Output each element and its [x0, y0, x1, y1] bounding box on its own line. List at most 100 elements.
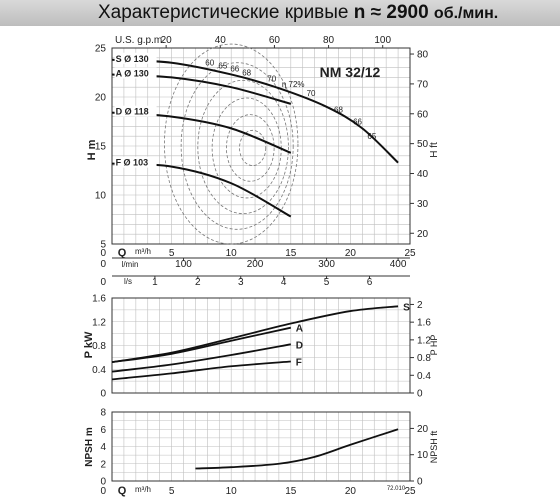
npsh-y2-tick: 20 — [417, 424, 429, 435]
power-curve-label: F — [296, 358, 302, 369]
efficiency-label: 65 — [218, 62, 227, 71]
curve-label-bg — [114, 52, 157, 64]
head-curve-label: A Ø 130 — [116, 68, 149, 78]
power-y-tick: 1.2 — [92, 317, 106, 328]
efficiency-label: 70 — [267, 74, 276, 83]
q-axis-tick: 10 — [226, 248, 238, 259]
head-y-tick: 15 — [95, 142, 107, 153]
npsh-y-tick: 0 — [100, 477, 106, 488]
head-y-tick: 20 — [95, 93, 107, 104]
gpm-tick: 80 — [323, 35, 335, 46]
gpm-tick: 40 — [215, 35, 227, 46]
curve-label-bg — [114, 105, 157, 117]
head-y2-tick: 20 — [417, 229, 429, 240]
power-curve-label: S — [403, 302, 410, 313]
npsh-q-label: Q — [118, 485, 127, 497]
head-y-label: H m — [86, 139, 98, 160]
title-bar: Характеристические кривые n ≈ 2900 об./м… — [0, 0, 560, 26]
gpm-axis-label: U.S. g.p.m. — [115, 35, 165, 46]
head-y-tick: 10 — [95, 191, 107, 202]
npsh-y-tick: 6 — [100, 425, 106, 436]
power-y-label: P kW — [83, 331, 95, 358]
power-y-tick: 0.4 — [92, 365, 106, 376]
head-y2-tick: 40 — [417, 169, 429, 180]
npsh-q-tick: 5 — [169, 486, 175, 497]
efficiency-label: 70 — [307, 89, 316, 98]
npsh-y2-tick: 0 — [417, 477, 423, 488]
npsh-y-label: NPSH m — [84, 427, 95, 467]
power-curve-label: D — [296, 340, 303, 351]
power-curve — [111, 343, 291, 373]
head-curve — [111, 58, 399, 164]
head-y2-tick: 30 — [417, 199, 429, 210]
ls-tick: 4 — [281, 277, 287, 288]
model-label: NM 32/12 — [320, 64, 381, 80]
efficiency-iso-line — [164, 43, 299, 245]
efficiency-label: 66 — [230, 65, 239, 74]
curve-label-bg — [114, 156, 157, 168]
q-axis-tick: 0 — [100, 248, 106, 259]
npsh-y2-label: NPSH ft — [429, 430, 439, 463]
npsh-q-unit: m³/h — [135, 485, 151, 494]
power-curve-label: A — [296, 324, 303, 335]
power-y2-tick: 1.2 — [417, 335, 431, 346]
power-y2-tick: 0.8 — [417, 353, 431, 364]
chart-title: Характеристические кривые n ≈ 2900 об./м… — [98, 2, 498, 24]
lmin-tick: 300 — [318, 259, 335, 270]
power-y2-tick: 0.4 — [417, 371, 431, 382]
head-curve — [111, 111, 292, 154]
title-speed-unit: об./мин. — [433, 5, 499, 22]
q-axis-tick: 5 — [169, 248, 175, 259]
efficiency-iso-line — [180, 62, 294, 230]
ls-tick: 3 — [238, 277, 244, 288]
npsh-y2-tick: 10 — [417, 450, 429, 461]
npsh-y-tick: 4 — [100, 442, 106, 453]
gpm-tick: 60 — [269, 35, 281, 46]
curve-label-bg — [114, 67, 157, 79]
lmin-tick: 200 — [247, 259, 264, 270]
gpm-tick: 20 — [161, 35, 173, 46]
efficiency-iso-line — [211, 97, 282, 199]
power-y-tick: 0 — [100, 389, 106, 400]
efficiency-label: η 72% — [282, 80, 305, 89]
npsh-q-tick: 20 — [345, 486, 357, 497]
efficiency-label: 66 — [353, 117, 362, 126]
efficiency-iso-line — [197, 79, 289, 215]
head-y-tick: 5 — [100, 240, 106, 251]
ls-tick: 1 — [152, 277, 158, 288]
power-frame — [111, 297, 411, 394]
efficiency-label: 68 — [242, 68, 251, 77]
head-frame — [111, 47, 411, 245]
ls-tick: 5 — [324, 277, 330, 288]
lmin-tick: 100 — [175, 259, 192, 270]
q-axis-tick: 25 — [404, 248, 416, 259]
head-y-tick: 25 — [95, 44, 107, 55]
npsh-y-tick: 2 — [100, 459, 106, 470]
power-y2-label: P HP — [429, 335, 439, 356]
power-y-tick: 1.6 — [92, 294, 106, 305]
head-curve — [111, 73, 292, 105]
head-curve-label: F Ø 103 — [116, 158, 149, 168]
lmin-tick: 0 — [100, 259, 106, 270]
q-axis-unit: m³/h — [135, 247, 151, 256]
ls-tick: 2 — [195, 277, 201, 288]
power-y-tick: 0.8 — [92, 341, 106, 352]
ls-axis-label: l/s — [124, 277, 132, 286]
efficiency-label: 60 — [205, 59, 214, 68]
head-y2-tick: 60 — [417, 109, 429, 120]
q-axis-tick: 20 — [345, 248, 357, 259]
lmin-axis-label: l/min — [122, 260, 139, 269]
head-y2-tick: 80 — [417, 50, 429, 61]
npsh-q-tick: 15 — [285, 486, 297, 497]
ls-tick: 0 — [100, 277, 106, 288]
efficiency-iso-line — [226, 114, 275, 182]
title-main: Характеристические кривые — [98, 2, 349, 23]
power-y2-tick: 0 — [417, 389, 423, 400]
figure-note: 72.010 — [387, 486, 406, 492]
lmin-tick: 400 — [390, 259, 407, 270]
title-speed: n ≈ 2900 — [353, 2, 429, 23]
npsh-frame — [111, 411, 411, 482]
efficiency-label: 68 — [334, 106, 343, 115]
